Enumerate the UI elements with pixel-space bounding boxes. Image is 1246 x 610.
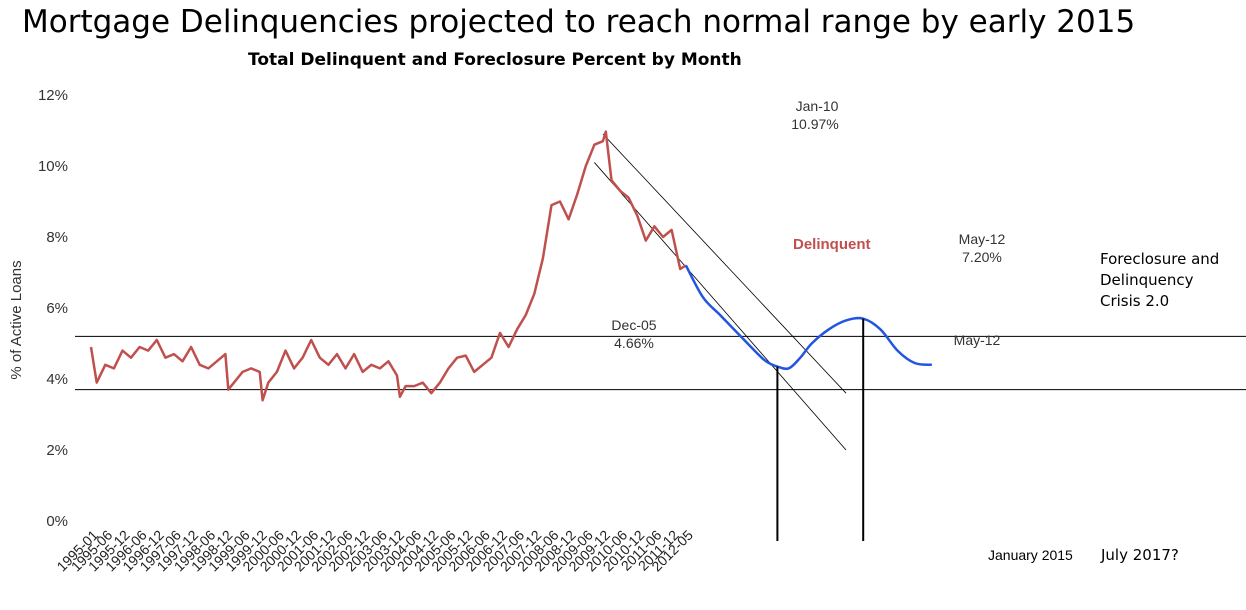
crisis-annotation-line-1: Foreclosure and bbox=[1100, 250, 1219, 268]
y-tick-label: 4% bbox=[46, 371, 68, 388]
annotations: Jan-10 10.97% Dec-05 4.66% May-12 7.20% May-12… bbox=[611, 98, 1219, 564]
july-2017-label: July 2017? bbox=[1100, 546, 1179, 564]
trend-line bbox=[602, 133, 847, 394]
trend-lines bbox=[594, 133, 847, 451]
annotation-may12-value: 7.20% bbox=[962, 249, 1002, 265]
delinquent-series-label: Delinquent bbox=[793, 236, 871, 253]
projection-series-line bbox=[684, 264, 932, 371]
annotation-dec05-label: Dec-05 bbox=[611, 317, 656, 333]
chart-title: Mortgage Delinquencies projected to reac… bbox=[22, 4, 1136, 40]
trend-line bbox=[594, 162, 847, 451]
annotation-dec05-value: 4.66% bbox=[614, 335, 654, 351]
y-tick-label: 6% bbox=[46, 300, 68, 317]
y-axis-label: % of Active Loans bbox=[8, 260, 25, 379]
y-tick-label: 0% bbox=[46, 513, 68, 530]
y-tick-label: 10% bbox=[38, 158, 68, 175]
delinquent-series-line bbox=[89, 130, 687, 402]
crisis-annotation-line-2: Delinquency bbox=[1100, 271, 1194, 289]
annotation-may12-label: May-12 bbox=[959, 231, 1006, 247]
y-axis-ticks: 0% 2% 4% 6% 8% 10% 12% bbox=[38, 87, 68, 530]
annotation-peak-label: Jan-10 bbox=[796, 98, 839, 114]
annotation-may12-lower-label: May-12 bbox=[954, 332, 1001, 348]
crisis-annotation-line-3: Crisis 2.0 bbox=[1100, 292, 1169, 310]
january-2015-label: January 2015 bbox=[988, 547, 1073, 563]
x-axis-ticks: 1995-011995-061995-121996-061996-121997-… bbox=[53, 527, 696, 575]
marker-lines bbox=[776, 318, 865, 541]
y-tick-label: 8% bbox=[46, 229, 68, 246]
y-tick-label: 12% bbox=[38, 87, 68, 104]
y-tick-label: 2% bbox=[46, 442, 68, 459]
series-group bbox=[89, 130, 932, 402]
reference-lines bbox=[75, 335, 1246, 391]
annotation-peak-value: 10.97% bbox=[791, 116, 838, 132]
chart-subtitle: Total Delinquent and Foreclosure Percent… bbox=[248, 50, 742, 70]
